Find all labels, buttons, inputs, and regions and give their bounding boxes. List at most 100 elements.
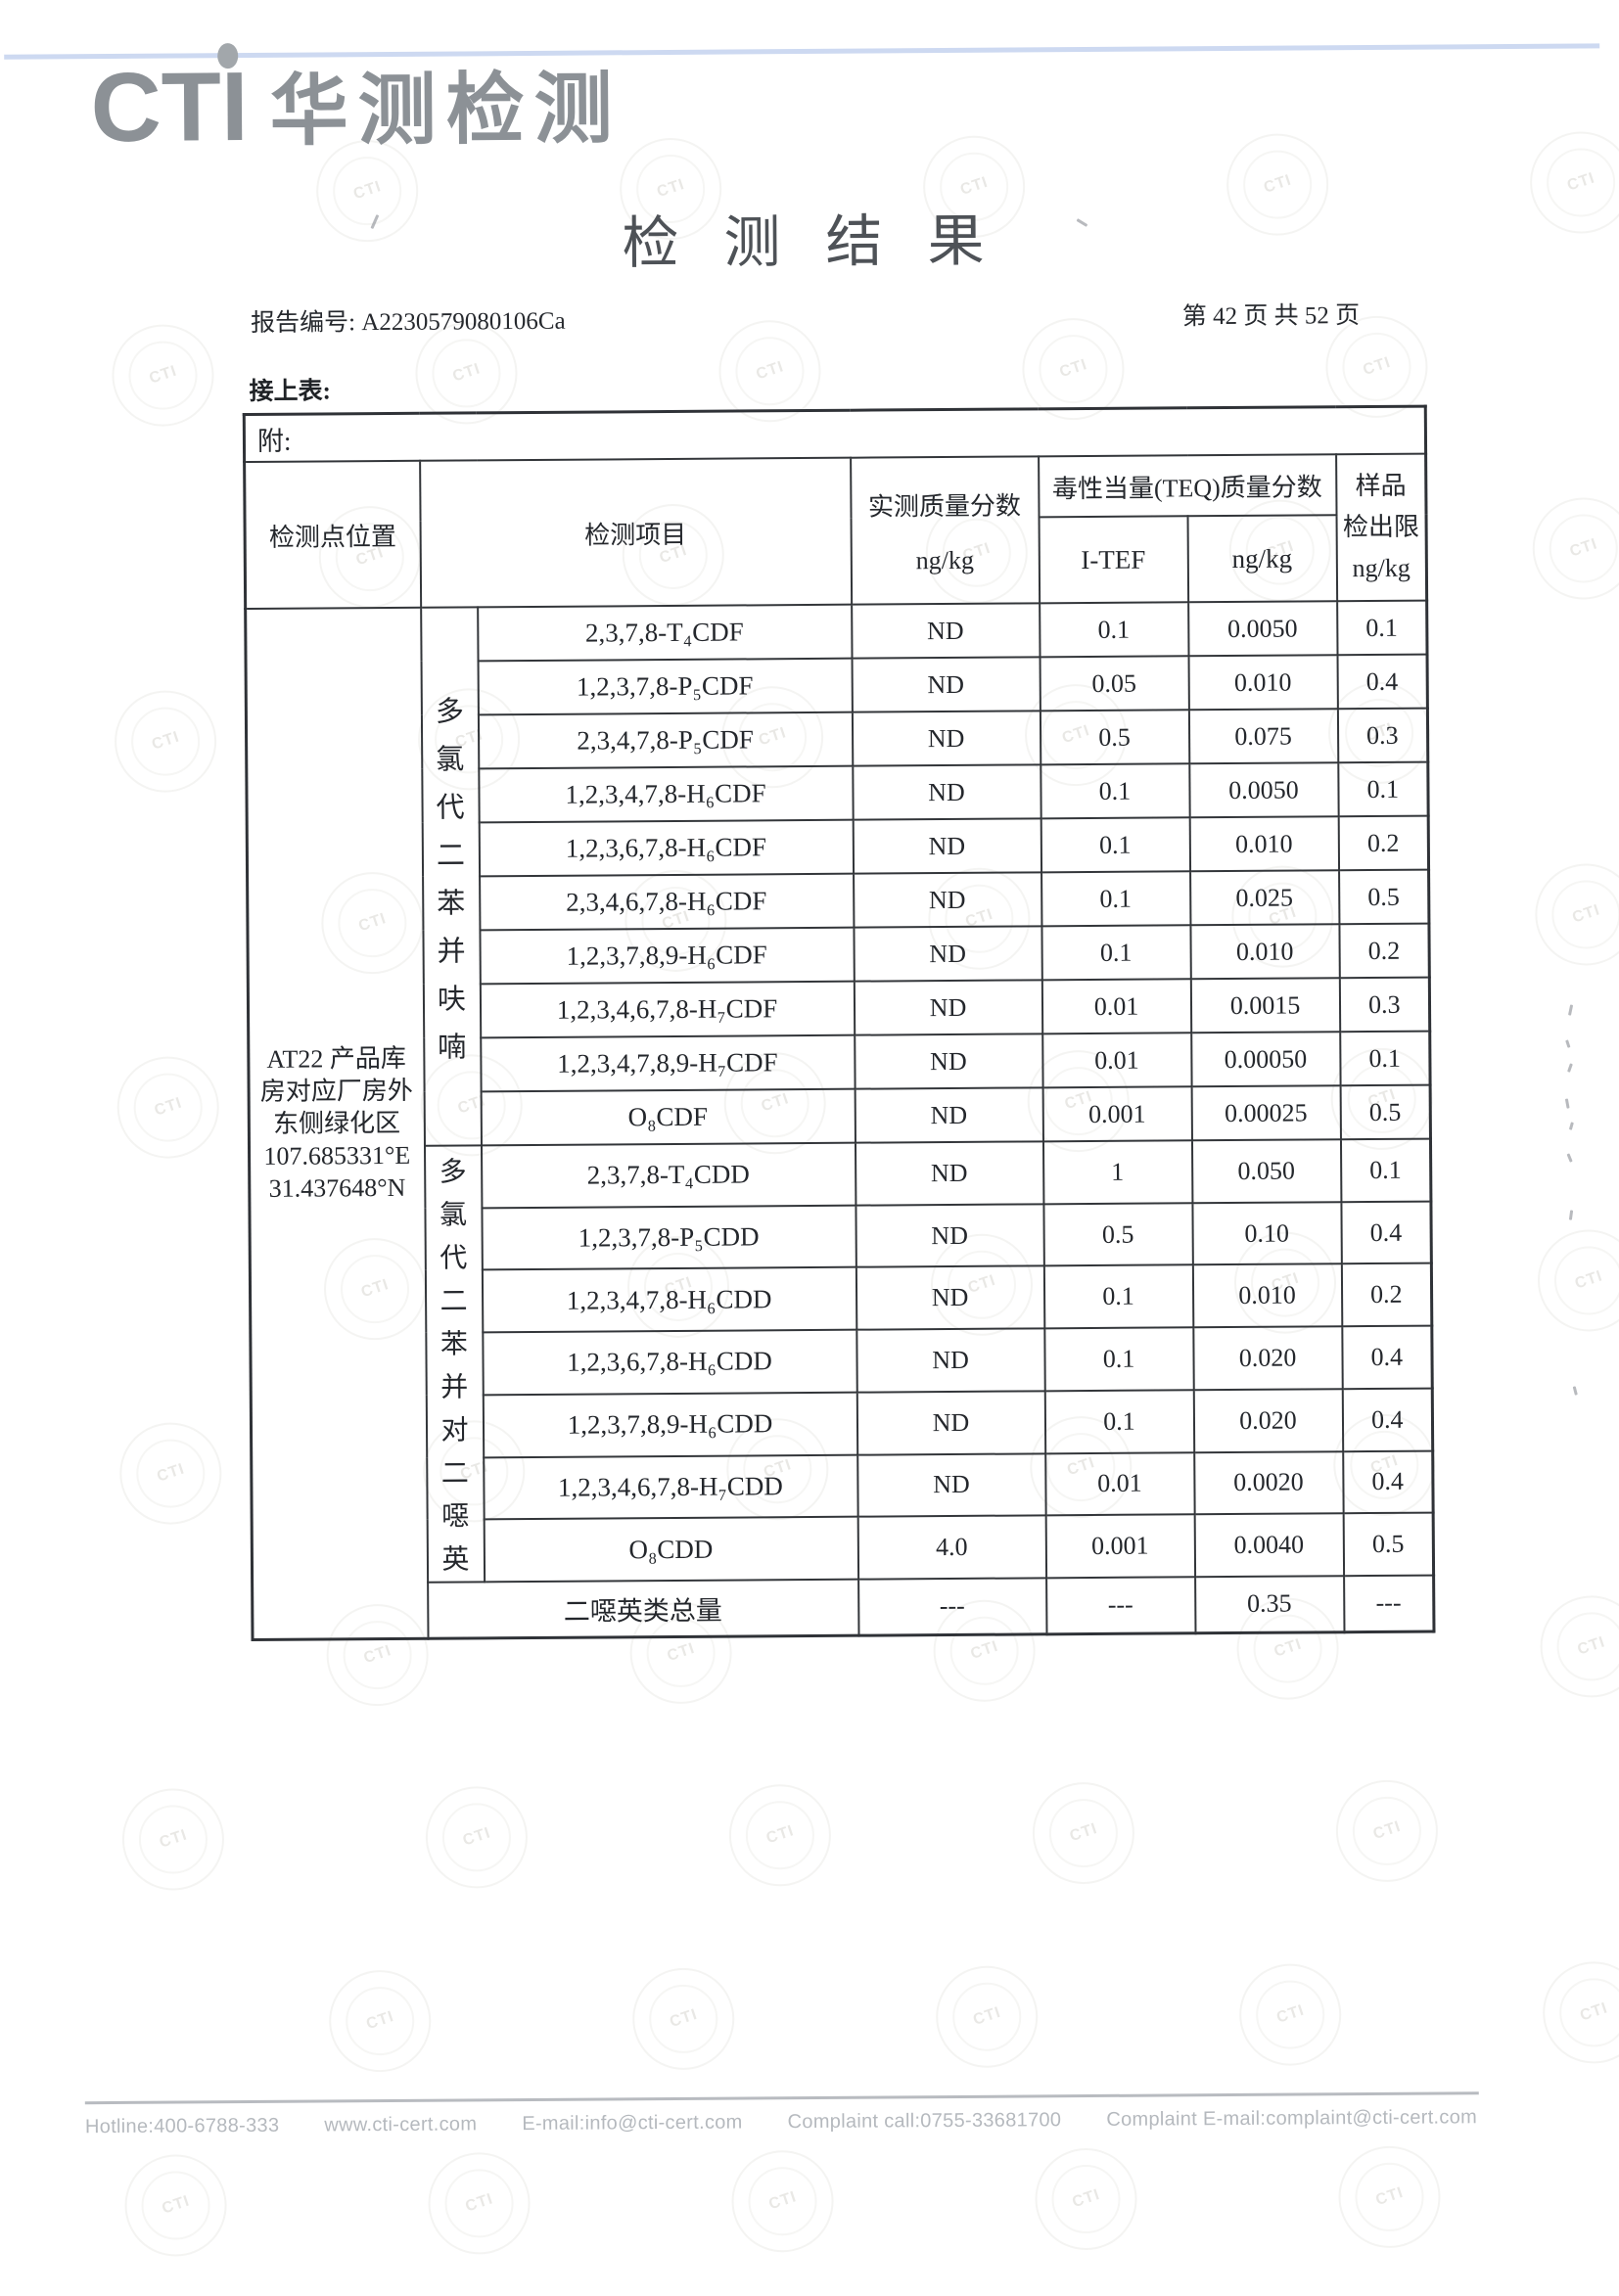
detection-limit-cell: 0.3 [1339, 977, 1430, 1033]
teq-value-cell: 0.10 [1191, 1201, 1342, 1265]
itef-value-cell: 0.5 [1042, 1202, 1193, 1266]
results-table: 附: 检测点位置 检测项目 实测质量分数 ng/kg 毒性当量(TEQ)质量分数… [242, 404, 1436, 1641]
detection-limit-cell: 0.4 [1337, 654, 1428, 710]
measured-value-cell: ND [856, 1328, 1045, 1393]
measured-value-cell: ND [855, 1087, 1043, 1143]
table-row: 多氯代二苯并对二噁英 2,3,7,8-T₄CDD ND 1 0.050 0.1 [249, 1138, 1431, 1583]
scan-artifact [1567, 1063, 1573, 1073]
compound-name-cell: 2,3,4,7,8-P₅CDF [478, 712, 853, 769]
header-lod-unit: ng/kg [1352, 553, 1411, 583]
scan-artifact [1566, 1153, 1573, 1163]
scan-artifact [1572, 1386, 1578, 1396]
teq-value-cell: 0.0015 [1190, 978, 1340, 1033]
header-measured-title: 实测质量分数 [867, 490, 1022, 522]
compound-name-cell: 2,3,4,6,7,8-H₆CDF [479, 873, 854, 931]
compound-name-cell: 1,2,3,4,7,8-H₆CDD [482, 1267, 856, 1333]
cti-logo-chinese-name: 华测检测 [269, 65, 624, 155]
measured-value-cell: --- [857, 1578, 1046, 1635]
itef-value-cell: 0.01 [1044, 1451, 1195, 1516]
compound-name-cell: O₈CDF [481, 1088, 856, 1146]
attachment-label: 附: [244, 406, 1426, 463]
compound-name-cell: 1,2,3,4,6,7,8-H₇CDF [480, 981, 855, 1038]
compound-name-cell: 1,2,3,7,8,9-H₆CDD [483, 1392, 857, 1457]
header-measured-unit: ng/kg [915, 545, 975, 574]
teq-value-cell: 0.0050 [1187, 601, 1338, 657]
detection-limit-cell: 0.1 [1336, 600, 1428, 656]
itef-value-cell: 0.1 [1043, 1264, 1193, 1329]
teq-value-cell: 0.025 [1189, 870, 1339, 926]
teq-value-cell: 0.010 [1189, 816, 1339, 872]
footer-complaint-email: Complaint E-mail:complaint@cti-cert.com [1106, 2106, 1478, 2131]
compound-group-label: 多氯代二苯并对二噁英 [424, 1145, 485, 1583]
attachment-row: 附: [244, 406, 1426, 463]
detection-limit-cell: 0.1 [1339, 1031, 1431, 1086]
table-row: AT22 产品库 房对应厂房外 东侧绿化区 107.685331°E 31.437648… [245, 600, 1428, 1639]
total-label-cell: 二噁英类总量 [427, 1579, 858, 1638]
measured-value-cell: ND [854, 1033, 1043, 1089]
page-number: 第 42 页 共 52 页 [1181, 302, 1361, 331]
teq-value-cell: 0.0050 [1188, 762, 1339, 818]
measured-value-cell: ND [852, 657, 1041, 712]
measured-value-cell: ND [852, 711, 1041, 766]
detection-limit-cell: 0.5 [1340, 1084, 1431, 1140]
compound-name-cell: 1,2,3,7,8,9-H₆CDF [479, 927, 855, 985]
measured-value-cell: ND [855, 1141, 1043, 1206]
results-table-wrapper: 附: 检测点位置 检测项目 实测质量分数 ng/kg 毒性当量(TEQ)质量分数… [242, 404, 1436, 1641]
measured-value-cell: ND [852, 764, 1041, 820]
scan-artifact [1568, 1122, 1574, 1130]
continued-from-previous-label: 接上表: [249, 378, 332, 405]
itef-value-cell: 0.1 [1041, 871, 1190, 927]
detection-limit-cell: 0.4 [1341, 1325, 1433, 1390]
header-lod-line1: 样品 [1355, 471, 1407, 501]
itef-value-cell: 1 [1042, 1140, 1192, 1205]
header-itef: I-TEF [1039, 516, 1188, 604]
header-measured: 实测质量分数 ng/kg [850, 456, 1040, 605]
detection-limit-cell: 0.4 [1342, 1388, 1433, 1451]
itef-value-cell: 0.001 [1042, 1086, 1192, 1142]
report-number-label: 报告编号: [251, 309, 356, 337]
compound-name-cell: 2,3,7,8-T₄CDD [481, 1142, 856, 1209]
compound-name-cell: 1,2,3,4,6,7,8-H₇CDD [483, 1454, 858, 1520]
page-title: 检测结果 [622, 208, 1030, 276]
teq-value-cell: 0.050 [1191, 1139, 1341, 1203]
footer-rule [84, 2091, 1479, 2105]
measured-value-cell: ND [853, 872, 1041, 928]
measured-value-cell: ND [853, 926, 1042, 982]
total-row: 二噁英类总量 --- --- 0.35 --- [253, 1575, 1435, 1639]
itef-value-cell: 0.01 [1041, 979, 1191, 1034]
itef-value-cell: 0.05 [1040, 656, 1189, 712]
compound-group-label: 多氯代二苯并呋喃 [420, 607, 482, 1146]
cti-logo: CTI 华测检测 [90, 43, 624, 162]
sampling-location-cell: AT22 产品库 房对应厂房外 东侧绿化区 107.685331°E 31.437648… [245, 607, 429, 1639]
detection-limit-cell: 0.5 [1343, 1512, 1434, 1577]
detection-limit-cell: 0.2 [1338, 923, 1430, 979]
teq-value-cell: 0.020 [1193, 1389, 1343, 1452]
compound-name-cell: 1,2,3,4,7,8,9-H₇CDF [480, 1034, 856, 1092]
detection-limit-cell: --- [1343, 1575, 1435, 1632]
cti-logo-dot-icon [217, 43, 239, 69]
measured-value-cell: ND [856, 1391, 1045, 1455]
scan-artifact [1565, 1039, 1571, 1048]
itef-value-cell: 0.1 [1039, 602, 1189, 658]
itef-value-cell: 0.1 [1041, 925, 1191, 981]
compound-name-cell: 1,2,3,6,7,8-H₆CDF [479, 819, 854, 877]
teq-value-cell: 0.00025 [1191, 1085, 1341, 1141]
teq-value-cell: 0.010 [1189, 924, 1340, 980]
itef-value-cell: 0.1 [1043, 1327, 1194, 1392]
header-location: 检测点位置 [244, 460, 421, 610]
teq-value-cell: 0.010 [1192, 1263, 1342, 1328]
itef-value-cell: 0.1 [1040, 763, 1190, 819]
itef-value-cell: 0.01 [1041, 1033, 1192, 1088]
table-header-row-1: 检测点位置 检测项目 实测质量分数 ng/kg 毒性当量(TEQ)质量分数 样品… [244, 453, 1427, 610]
itef-value-cell: 0.1 [1041, 817, 1190, 873]
measured-value-cell: ND [856, 1265, 1044, 1330]
measured-value-cell: ND [855, 1204, 1044, 1268]
itef-value-cell: 0.001 [1045, 1514, 1195, 1579]
header-teq-group: 毒性当量(TEQ)质量分数 [1038, 454, 1337, 518]
measured-value-cell: ND [853, 818, 1041, 874]
detection-limit-cell: 0.1 [1340, 1138, 1431, 1202]
teq-value-cell: 0.020 [1192, 1326, 1343, 1391]
detection-limit-cell: 0.2 [1341, 1263, 1432, 1327]
compound-name-cell: 2,3,7,8-T₄CDF [477, 604, 853, 662]
